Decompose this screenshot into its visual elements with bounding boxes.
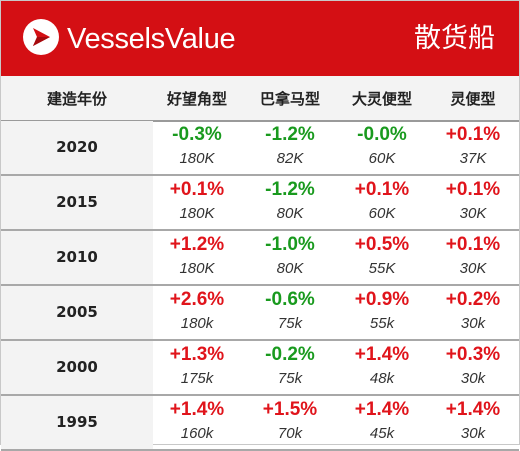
value-cell: +1.4% 45k (335, 396, 429, 449)
value-cell: +1.5% 70k (243, 396, 337, 449)
percent-change: +0.1% (169, 179, 225, 200)
percent-change: +1.2% (169, 234, 225, 255)
value-cell: +1.3% 175k (150, 341, 244, 394)
vessel-value: 30k (460, 370, 486, 387)
table-row: 2015 +0.1% 180K -1.2% 80K +0.1% 60K +0.1% 30K (1, 176, 519, 231)
table-row: 2000 +1.3% 175k -0.2% 75k +1.4% 48k +0.3% 30k (1, 341, 519, 396)
header-bar: VesselsValue 散货船 (1, 1, 519, 76)
value-cell: -0.0% 60K (335, 121, 429, 174)
table-row: 1995 +1.4% 160k +1.5% 70k +1.4% 45k +1.4% 30k (1, 396, 519, 451)
table-row: 2010 +1.2% 180K -1.0% 80K +0.5% 55K +0.1% 30K (1, 231, 519, 286)
percent-change: +0.1% (445, 234, 501, 255)
value-cell: +0.9% 55k (335, 286, 429, 339)
brand-name: VesselsValue (67, 23, 236, 55)
build-year-cell: 2015 (1, 176, 153, 229)
value-cell: -1.0% 80K (243, 231, 337, 284)
column-header-panamax: 巴拿马型 (259, 90, 321, 108)
percent-change: +0.2% (445, 289, 501, 310)
percent-change: -0.2% (265, 344, 315, 365)
percent-change: +1.4% (354, 399, 410, 420)
value-cell: -0.6% 75k (243, 286, 337, 339)
table-row: 2020 -0.3% 180K -1.2% 82K -0.0% 60K +0.1% 37K (1, 121, 519, 176)
build-year-cell: 2020 (1, 121, 153, 174)
vessel-value: 30k (460, 315, 486, 332)
percent-change: +1.4% (445, 399, 501, 420)
vessel-value: 60K (368, 205, 396, 222)
vessel-value: 30K (459, 205, 487, 222)
vessel-value: 75k (277, 315, 303, 332)
value-cell: +1.4% 160k (150, 396, 244, 449)
percent-change: +0.9% (354, 289, 410, 310)
column-header-row: 建造年份 好望角型 巴拿马型 大灵便型 灵便型 (1, 76, 519, 122)
value-cell: +1.2% 180K (150, 231, 244, 284)
vessel-value: 180k (180, 315, 214, 332)
percent-change: +0.5% (354, 234, 410, 255)
percent-change: +1.4% (169, 399, 225, 420)
vessel-value: 180K (179, 260, 215, 277)
percent-change: +1.4% (354, 344, 410, 365)
build-year-cell: 2010 (1, 231, 153, 284)
value-cell: +0.1% 30K (426, 176, 520, 229)
vessel-value: 82K (276, 150, 304, 167)
build-year-cell: 1995 (1, 396, 153, 449)
value-cell: +1.4% 48k (335, 341, 429, 394)
vessel-value: 75k (277, 370, 303, 387)
value-cell: +0.3% 30k (426, 341, 520, 394)
percent-change: +0.3% (445, 344, 501, 365)
percent-change: +1.5% (262, 399, 318, 420)
percent-change: +0.1% (354, 179, 410, 200)
value-cell: +0.2% 30k (426, 286, 520, 339)
vessel-value: 37K (459, 150, 487, 167)
column-header-supramax: 大灵便型 (351, 90, 413, 108)
value-cell: -0.2% 75k (243, 341, 337, 394)
table-row: 2005 +2.6% 180k -0.6% 75k +0.9% 55k +0.2% 30k (1, 286, 519, 341)
value-cell: -0.3% 180K (150, 121, 244, 174)
vesselsvalue-logo-icon (23, 19, 59, 55)
vessel-value: 48k (369, 370, 395, 387)
value-cell: -1.2% 80K (243, 176, 337, 229)
percent-change: +0.1% (445, 179, 501, 200)
vessel-value: 70k (277, 425, 303, 442)
percent-change: -0.6% (265, 289, 315, 310)
percent-change: -0.3% (172, 124, 222, 145)
percent-change: -1.0% (265, 234, 315, 255)
vessel-value: 180K (179, 150, 215, 167)
vessel-value: 55k (369, 315, 395, 332)
vessel-value: 80K (276, 260, 304, 277)
vessel-value: 30k (460, 425, 486, 442)
column-header-build-year: 建造年份 (46, 90, 108, 108)
value-cell: +1.4% 30k (426, 396, 520, 449)
percent-change: +1.3% (169, 344, 225, 365)
vessel-value: 175k (180, 370, 214, 387)
value-cell: -1.2% 82K (243, 121, 337, 174)
percent-change: +2.6% (169, 289, 225, 310)
value-cell: +0.1% 30K (426, 231, 520, 284)
percent-change: -0.0% (357, 124, 407, 145)
vessel-value: 160k (180, 425, 214, 442)
column-header-capesize: 好望角型 (166, 90, 228, 108)
vessel-value: 180K (179, 205, 215, 222)
vessel-value: 80K (276, 205, 304, 222)
percent-change: -1.2% (265, 124, 315, 145)
value-cell: +0.1% 180K (150, 176, 244, 229)
column-header-handysize: 灵便型 (450, 90, 496, 108)
vessel-value: 30K (459, 260, 487, 277)
vessel-value: 60K (368, 150, 396, 167)
value-cell: +0.5% 55K (335, 231, 429, 284)
value-cell: +2.6% 180k (150, 286, 244, 339)
vessel-value: 45k (369, 425, 395, 442)
build-year-cell: 2005 (1, 286, 153, 339)
build-year-cell: 2000 (1, 341, 153, 394)
value-cell: +0.1% 37K (426, 121, 520, 174)
value-cell: +0.1% 60K (335, 176, 429, 229)
vessel-category-title: 散货船 (414, 23, 495, 54)
percent-change: -1.2% (265, 179, 315, 200)
percent-change: +0.1% (445, 124, 501, 145)
vessel-value: 55K (368, 260, 396, 277)
